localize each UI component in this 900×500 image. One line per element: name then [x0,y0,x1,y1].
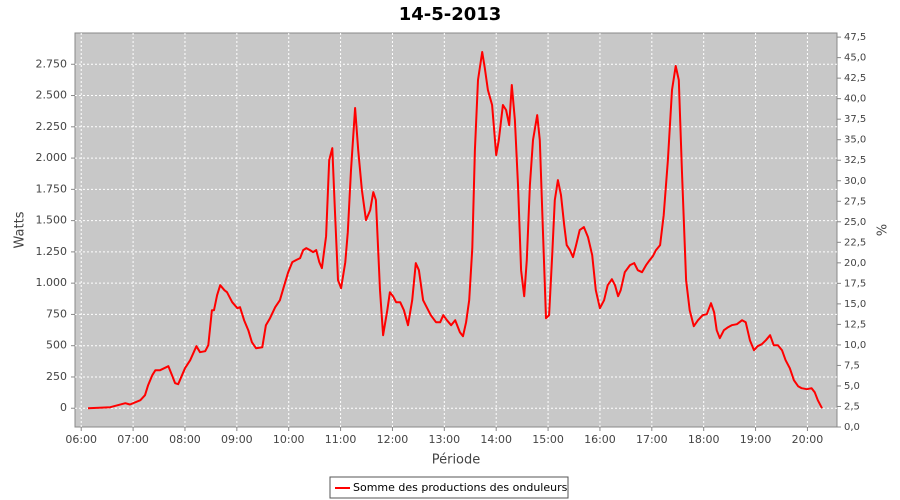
x-tick-label: 13:00 [428,433,460,446]
x-tick-label: 15:00 [532,433,564,446]
x-tick-label: 14:00 [480,433,512,446]
y-tick-label: 2.000 [36,151,68,164]
y2-tick-label: 30,0 [844,176,866,187]
y-tick-label: 1.750 [36,182,68,195]
x-axis-label: Période [432,453,481,468]
y-tick-label: 500 [46,339,67,352]
y2-tick-label: 15,0 [844,299,866,310]
y2-tick-label: 22,5 [844,237,866,248]
x-tick-label: 07:00 [117,433,149,446]
y-tick-label: 1.250 [36,245,68,258]
x-tick-label: 06:00 [65,433,97,446]
y2-tick-label: 32,5 [844,155,866,166]
y-tick-label: 750 [46,307,67,320]
y-tick-label: 2.500 [36,89,68,102]
y-tick-label: 250 [46,370,67,383]
y-tick-label: 2.250 [36,120,68,133]
y2-tick-label: 45,0 [844,53,866,64]
y2-tick-label: 20,0 [844,258,866,269]
chart-title: 14-5-2013 [399,4,502,25]
y-axis-label: Watts [13,211,28,248]
y2-tick-label: 2,5 [844,401,860,412]
y2-tick-label: 12,5 [844,319,866,330]
y2-axis-label: % [873,224,888,236]
y2-tick-label: 7,5 [844,360,860,371]
x-tick-label: 19:00 [740,433,772,446]
x-tick-label: 11:00 [325,433,357,446]
y2-tick-label: 27,5 [844,196,866,207]
x-tick-label: 12:00 [377,433,409,446]
y2-tick-label: 25,0 [844,217,866,228]
y2-tick-label: 47,5 [844,32,866,43]
plot-area [74,32,838,428]
y-tick-label: 2.750 [36,57,68,70]
x-tick-label: 09:00 [221,433,253,446]
x-tick-label: 16:00 [584,433,616,446]
x-tick-label: 20:00 [792,433,824,446]
y2-tick-label: 42,5 [844,73,866,84]
data-line [87,51,823,410]
y2-tick-label: 40,0 [844,94,866,105]
y2-tick-label: 10,0 [844,340,866,351]
x-tick-label: 17:00 [636,433,668,446]
legend-label: Somme des productions des onduleurs [353,481,568,494]
x-tick-label: 18:00 [688,433,720,446]
x-tick-label: 08:00 [169,433,201,446]
y-tick-label: 1.000 [36,276,68,289]
y-tick-label: 1.500 [36,214,68,227]
y-tick-label: 0 [60,401,67,414]
y2-tick-label: 5,0 [844,381,860,392]
legend [329,476,569,499]
y2-tick-label: 37,5 [844,114,866,125]
y2-tick-label: 17,5 [844,278,866,289]
y2-tick-label: 0,0 [844,422,860,433]
y2-tick-label: 35,0 [844,135,866,146]
x-tick-label: 10:00 [273,433,305,446]
